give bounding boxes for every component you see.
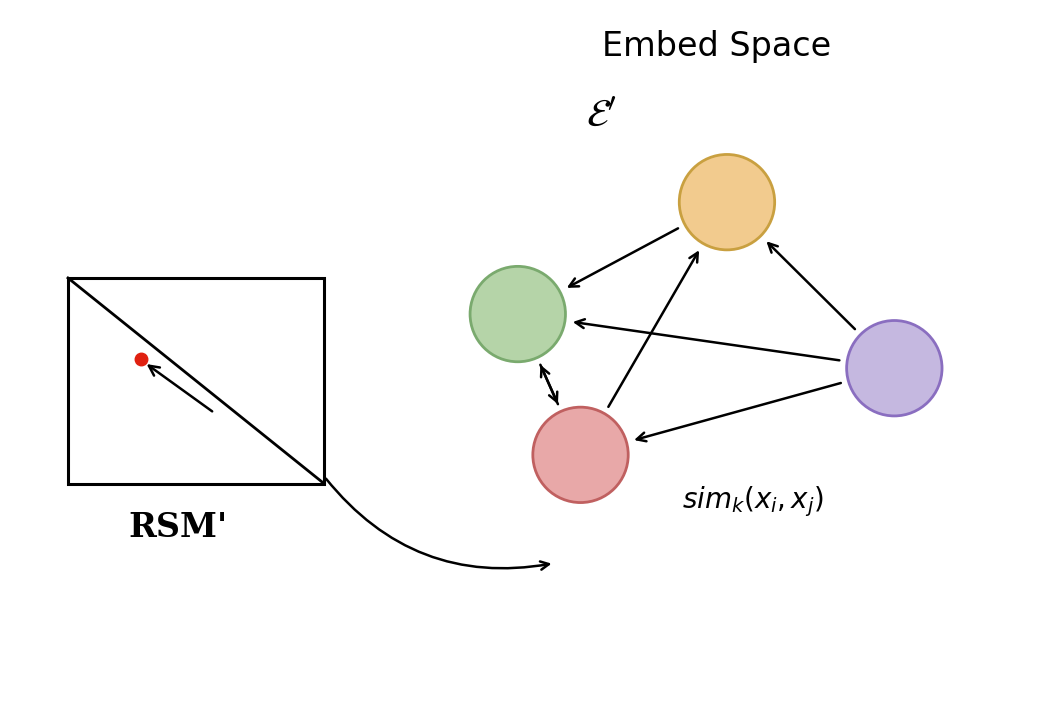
Circle shape <box>532 407 629 503</box>
Text: $sim_k(x_i, x_j)$: $sim_k(x_i, x_j)$ <box>682 484 824 519</box>
Circle shape <box>846 321 942 416</box>
Bar <box>68 278 324 484</box>
Text: Embed Space: Embed Space <box>601 30 832 64</box>
Text: $\mathcal{E}'$: $\mathcal{E}'$ <box>586 97 617 134</box>
Text: RSM': RSM' <box>129 510 227 544</box>
Circle shape <box>679 155 775 250</box>
FancyArrowPatch shape <box>326 479 549 570</box>
Circle shape <box>470 266 566 362</box>
